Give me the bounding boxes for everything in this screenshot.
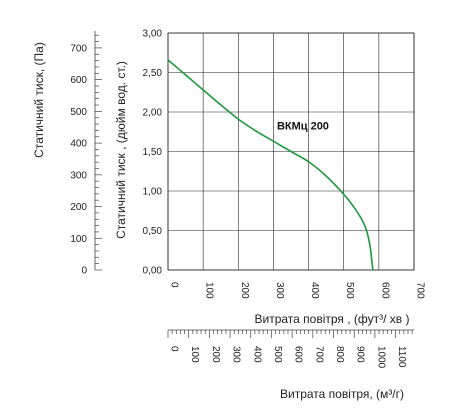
x-secondary-tick-label: 500: [272, 346, 283, 363]
y-secondary-tick-label: 700: [70, 43, 87, 54]
y-secondary-tick-label: 600: [70, 75, 87, 86]
y-axis-ticks: 0,00 0,50 1,00 1,50 2,00 2,50 3,00: [143, 29, 163, 277]
x-secondary-tick-label: 100: [189, 346, 200, 363]
y-tick-label: 0,00: [143, 266, 163, 277]
grid: [167, 32, 415, 271]
x-secondary-tick-label: 600: [293, 346, 304, 363]
x-tick-label: 100: [204, 282, 215, 299]
y-axis-secondary: 0 100 200 300 400 500 600 700: [70, 31, 102, 277]
x-axis-title: Витрата повітря , (фут³/ хв ): [254, 312, 409, 326]
y-axis-title: Статичний тиск , (дюйм вод. ст.): [114, 61, 128, 239]
x-secondary-tick-label: 400: [251, 346, 262, 363]
y-tick-label: 2,00: [143, 108, 163, 119]
x-secondary-tick-label: 300: [231, 346, 242, 363]
x-tick-label: 0: [169, 282, 180, 288]
x-secondary-tick-label: 0: [169, 346, 180, 352]
x-secondary-tick-label: 700: [313, 346, 324, 363]
y-axis-secondary-title: Статичний тиск, (Па): [32, 42, 46, 158]
x-tick-label: 200: [239, 282, 250, 299]
x-axis-secondary-title: Витрата повітря, (м³/г): [280, 387, 404, 401]
x-tick-label: 400: [309, 282, 320, 299]
y-tick-label: 0,50: [143, 226, 163, 237]
x-secondary-tick-label: 200: [210, 346, 221, 363]
y-secondary-tick-label: 100: [70, 234, 87, 245]
series-line-vkmts-200: [167, 59, 374, 271]
x-axis-secondary: 0 100 200 300 400 500 600 700 800 900 1000 1100: [167, 329, 414, 369]
x-secondary-tick-label: 1100: [396, 346, 407, 368]
x-tick-label: 500: [344, 282, 355, 299]
y-tick-label: 1,50: [143, 147, 163, 158]
y-tick-label: 3,00: [143, 29, 163, 40]
x-axis-ticks: 0 100 200 300 400 500 600 700: [169, 282, 426, 299]
y-secondary-tick-label: 500: [70, 107, 87, 118]
series-label: ВКМц 200: [277, 120, 329, 132]
x-tick-label: 700: [415, 282, 426, 299]
y-tick-label: 2,50: [143, 68, 163, 79]
x-secondary-tick-label: 1000: [375, 346, 386, 369]
x-secondary-tick-label: 800: [334, 346, 345, 363]
y-secondary-tick-label: 0: [81, 266, 87, 277]
y-secondary-tick-label: 300: [70, 170, 87, 181]
plot-border: [167, 32, 415, 271]
y-tick-label: 1,00: [143, 187, 163, 198]
x-secondary-tick-label: 900: [355, 346, 366, 363]
y-secondary-tick-label: 400: [70, 139, 87, 150]
x-tick-label: 600: [379, 282, 390, 299]
x-tick-label: 300: [274, 282, 285, 299]
y-secondary-tick-label: 200: [70, 202, 87, 213]
